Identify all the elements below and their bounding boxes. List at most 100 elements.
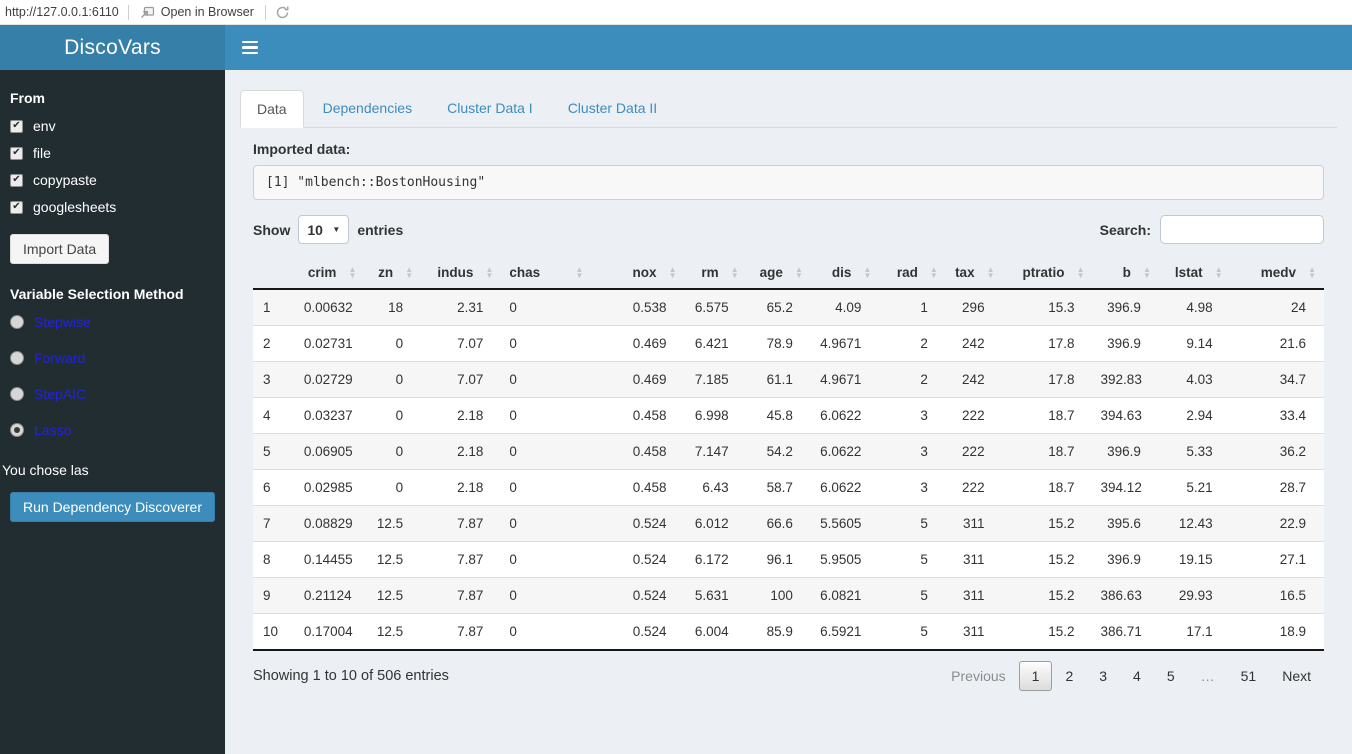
sort-both-icon[interactable]: ▲ ▼ [863,264,872,280]
column-header-b[interactable]: b ▲ ▼ [1092,257,1159,290]
table-row[interactable]: 10 0.17004 12.5 7.87 0 0.524 6.004 85.9 6.5921 5 3… [253,613,1324,651]
data-cell: 0.02985 [295,469,365,506]
sort-both-icon[interactable]: ▲ ▼ [1076,264,1085,280]
table-row[interactable]: 6 0.02985 0 2.18 0 0.458 6.43 58.7 6.0622 3 222 18.… [253,469,1324,506]
column-header-lstat[interactable]: lstat ▲ ▼ [1158,257,1231,290]
radio-icon[interactable] [10,351,24,365]
search-input[interactable] [1160,215,1324,244]
column-header-dis[interactable]: dis ▲ ▼ [810,257,880,290]
refresh-icon[interactable] [275,5,290,20]
tab-cluster-data-ii[interactable]: Cluster Data II [552,90,673,127]
tab-cluster-data-i[interactable]: Cluster Data I [431,90,549,127]
page-length-select[interactable]: 10 ▼ [298,215,350,244]
column-header-rad[interactable]: rad ▲ ▼ [879,257,946,290]
source-option-file[interactable]: ✔ file [10,145,215,161]
data-cell: 12.5 [364,577,422,614]
radio-icon[interactable] [10,387,24,401]
pagination-page-3[interactable]: 3 [1099,668,1108,684]
data-cell: 16.5 [1230,577,1324,614]
sort-both-icon[interactable]: ▲ ▼ [986,264,995,280]
data-cell: 5.631 [684,577,747,614]
table-row[interactable]: 2 0.02731 0 7.07 0 0.469 6.421 78.9 4.9671 2 242 17… [253,325,1324,362]
page-length-control: Show 10 ▼ entries [253,215,403,244]
pagination-page-4[interactable]: 4 [1133,668,1141,684]
pagination-page-5[interactable]: 5 [1166,668,1175,684]
pagination-page-51[interactable]: 51 [1240,668,1257,684]
table-row[interactable]: 7 0.08829 12.5 7.87 0 0.524 6.012 66.6 5.5605 5 31… [253,505,1324,542]
sort-both-icon[interactable]: ▲ ▼ [405,264,414,280]
data-cell: 396.9 [1107,300,1141,315]
tab-label[interactable]: Dependencies [322,100,413,116]
method-option-forward[interactable]: Forward [10,350,215,366]
table-row[interactable]: 4 0.03237 0 2.18 0 0.458 6.998 45.8 6.0622 3 222 18… [253,397,1324,434]
app-logo[interactable]: DiscoVars [0,25,225,70]
checkbox-icon[interactable]: ✔ [10,200,23,214]
table-row[interactable]: 1 0.00632 18 2.31 0 0.538 6.575 65.2 4.09 1 296 15.… [253,289,1324,326]
checkbox-icon[interactable]: ✔ [10,173,23,187]
source-option-env[interactable]: ✔ env [10,118,215,134]
sort-both-icon[interactable]: ▲ ▼ [485,264,494,280]
tab-label[interactable]: Data [240,90,304,128]
checkbox-icon[interactable]: ✔ [10,146,23,160]
table-row[interactable]: 5 0.06905 0 2.18 0 0.458 7.147 54.2 6.0622 3 222 18… [253,433,1324,470]
sort-both-icon[interactable]: ▲ ▼ [730,264,739,280]
checkbox-icon[interactable]: ✔ [10,119,23,133]
column-header-chas[interactable]: chas ▲ ▼ [501,257,592,290]
data-cell: 386.63 [1092,577,1159,614]
tab-dependencies[interactable]: Dependencies [307,90,429,127]
data-cell: 0 [501,577,592,614]
open-in-browser-button[interactable]: Open in Browser [138,5,256,19]
column-header-zn[interactable]: zn ▲ ▼ [364,257,422,290]
column-header-age[interactable]: age ▲ ▼ [746,257,811,290]
sort-both-icon[interactable]: ▲ ▼ [348,264,357,280]
pagination-page-1[interactable]: 1 [1018,661,1053,691]
column-header-nox[interactable]: nox ▲ ▼ [591,257,685,290]
column-header-rm[interactable]: rm ▲ ▼ [684,257,747,290]
column-header-ptratio[interactable]: ptratio ▲ ▼ [1002,257,1093,290]
main-content: Data Dependencies Cluster Data I Cluster Da… [225,70,1352,754]
radio-icon[interactable] [10,423,24,437]
table-row[interactable]: 9 0.21124 12.5 7.87 0 0.524 5.631 100 6.0821 5 311… [253,577,1324,614]
data-cell: 61.1 [746,361,811,398]
data-cell: 19.15 [1158,541,1231,578]
radio-icon[interactable] [10,315,24,329]
import-data-button[interactable]: Import Data [10,234,110,264]
column-header-tax[interactable]: tax ▲ ▼ [945,257,1003,290]
pagination-page-2[interactable]: 2 [1065,668,1074,684]
method-option-stepaic[interactable]: StepAIC [10,386,215,402]
sort-both-icon[interactable]: ▲ ▼ [929,264,938,280]
sort-both-icon[interactable]: ▲ ▼ [575,264,584,280]
data-cell: 85.9 [746,613,811,651]
data-cell: 0 [501,433,592,470]
column-header-medv[interactable]: medv ▲ ▼ [1230,257,1324,290]
table-row[interactable]: 3 0.02729 0 7.07 0 0.469 7.185 61.1 4.9671 2 242 17… [253,361,1324,398]
data-cell: 58.7 [746,469,811,506]
column-header-indus[interactable]: indus ▲ ▼ [421,257,502,290]
data-cell: 311 [945,577,1003,614]
data-cell: 0 [509,300,517,315]
sidebar-toggle-button[interactable] [225,25,275,70]
data-cell: 311 [945,505,1003,542]
sort-both-icon[interactable]: ▲ ▼ [1214,264,1223,280]
run-dependency-button[interactable]: Run Dependency Discoverer [10,492,215,522]
sort-both-icon[interactable]: ▲ ▼ [668,264,677,280]
pagination-next[interactable]: Next [1282,668,1311,684]
data-cell: 2.94 [1158,397,1231,434]
tab-label[interactable]: Cluster Data I [447,100,533,116]
tab-label[interactable]: Cluster Data II [567,100,658,116]
column-header-crim[interactable]: crim ▲ ▼ [295,257,365,290]
pagination-previous[interactable]: Previous [951,668,1006,684]
data-cell: 0.00632 [303,300,353,315]
tab-data[interactable]: Data [240,90,304,128]
sort-both-icon[interactable]: ▲ ▼ [1143,264,1151,280]
source-option-googlesheets[interactable]: ✔ googlesheets [10,199,215,215]
method-option-stepwise[interactable]: Stepwise [10,314,215,330]
data-cell: 222 [945,397,1003,434]
method-option-lasso[interactable]: Lasso [10,422,215,438]
source-option-copypaste[interactable]: ✔ copypaste [10,172,215,188]
chose-text: You chose las [2,462,89,478]
table-row[interactable]: 8 0.14455 12.5 7.87 0 0.524 6.172 96.1 5.9505 5 31… [253,541,1324,578]
sort-both-icon[interactable]: ▲ ▼ [1308,264,1316,280]
sort-both-icon[interactable]: ▲ ▼ [794,264,803,280]
data-cell: 7.07 [421,361,502,398]
